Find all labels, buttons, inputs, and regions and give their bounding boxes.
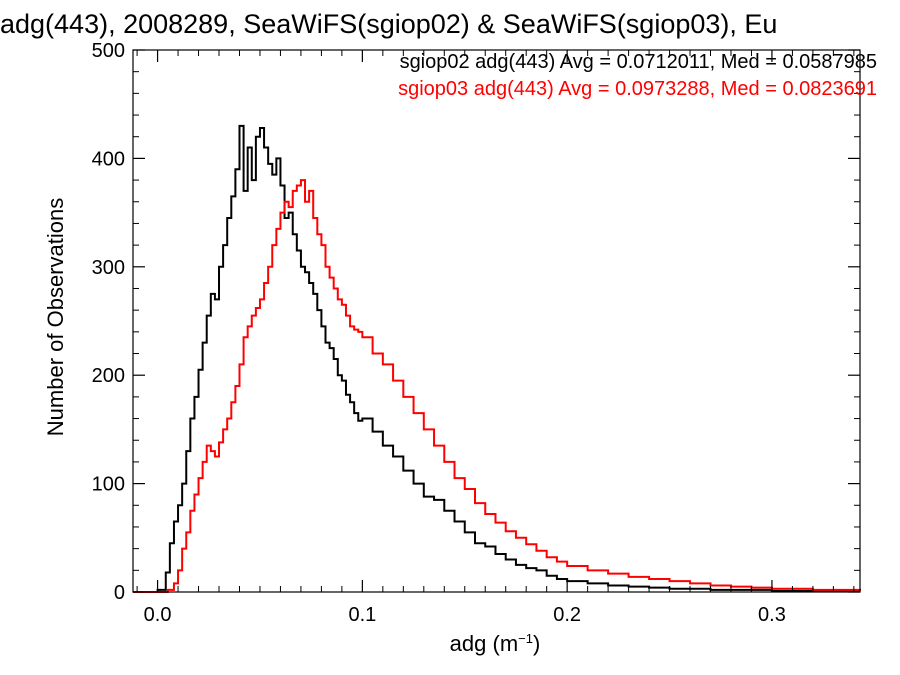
x-tick-label: 0.3 [758, 604, 786, 626]
x-axis-label-base: adg (m [450, 631, 518, 656]
y-tick-label: 400 [92, 148, 125, 170]
plot-frame [132, 49, 861, 593]
stats-sgiop02: sgiop02 adg(443) Avg = 0.0712011, Med = … [400, 51, 877, 73]
y-axis-label: Number of Observations [43, 198, 68, 436]
stats-sgiop03: sgiop03 adg(443) Avg = 0.0973288, Med = … [398, 78, 877, 100]
y-tick-label: 100 [92, 474, 125, 496]
x-tick-label: 0.2 [553, 604, 581, 626]
plot-area: 0 100 200 300 400 500 0.0 0.1 0.2 0.3 [92, 40, 861, 626]
y-tick-label: 300 [92, 257, 125, 279]
y-tick-label: 500 [92, 40, 125, 62]
y-tick-label: 200 [92, 365, 125, 387]
x-tick-label: 0.0 [144, 604, 172, 626]
series-line-sgiop03 [133, 179, 861, 593]
x-axis-label: adg (m−1) [450, 631, 541, 656]
x-axis-label-superscript: −1 [518, 631, 533, 646]
x-tick-label: 0.1 [348, 604, 376, 626]
series-line-sgiop02 [133, 124, 860, 593]
chart-title: adg(443), 2008289, SeaWiFS(sgiop02) & Se… [0, 9, 777, 39]
x-axis-label-end: ) [533, 631, 540, 656]
y-tick-label: 0 [114, 582, 125, 604]
